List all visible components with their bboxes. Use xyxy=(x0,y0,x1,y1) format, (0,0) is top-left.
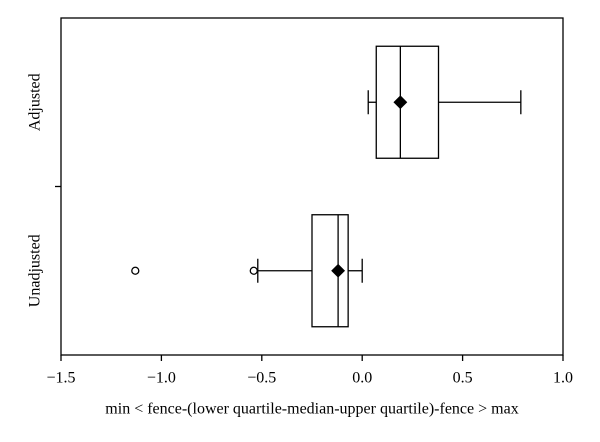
box xyxy=(311,214,349,328)
x-axis-label: min < fence-(lower quartile-median-upper… xyxy=(105,401,518,418)
y-tick-label: Adjusted xyxy=(27,73,44,131)
x-tick-label: −1.5 xyxy=(46,370,75,387)
x-tick-label: −1.0 xyxy=(147,370,176,387)
x-tick-label: 0.0 xyxy=(352,370,372,387)
outlier xyxy=(131,266,140,275)
x-tick-label: 0.5 xyxy=(453,370,473,387)
x-tick-label: −0.5 xyxy=(247,370,276,387)
mean-marker xyxy=(331,263,346,278)
box xyxy=(375,45,440,159)
y-tick-label: Unadjusted xyxy=(27,234,44,307)
outlier xyxy=(249,266,258,275)
x-tick-label: 1.0 xyxy=(553,370,573,387)
mean-marker xyxy=(393,95,408,110)
